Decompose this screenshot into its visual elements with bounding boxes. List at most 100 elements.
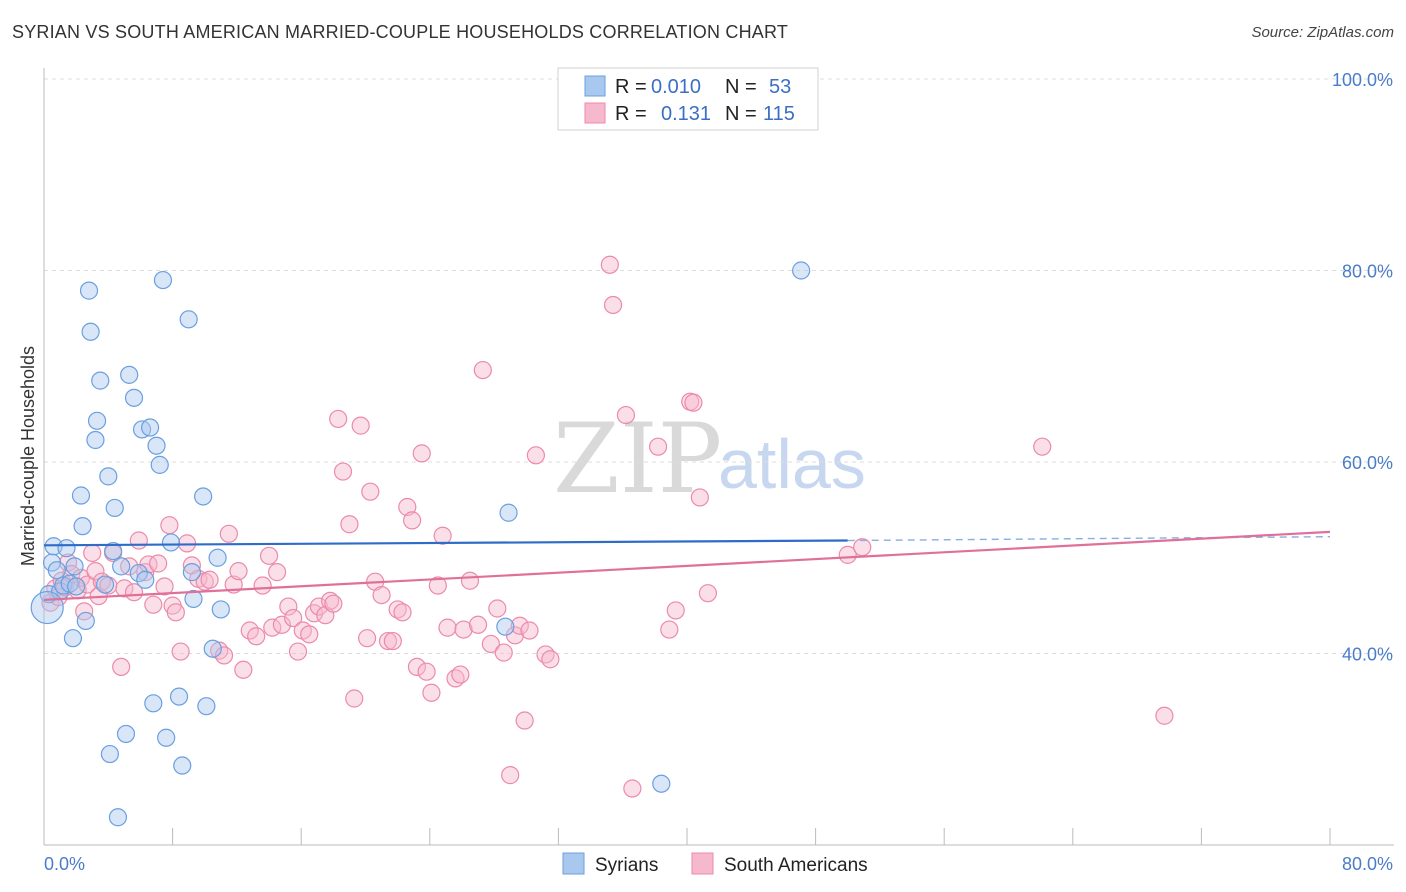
south-americans-point [438, 618, 457, 637]
syrians-point [95, 575, 115, 594]
south-americans-point [324, 594, 343, 613]
south-americans-point [372, 585, 391, 605]
syrians-point [496, 617, 515, 636]
south-americans-point [144, 595, 163, 614]
syrians-point [87, 411, 107, 430]
south-americans-point [451, 665, 470, 684]
x-ticks [43, 828, 1331, 845]
south-americans-point [684, 393, 703, 412]
watermark-zip: ZIP [553, 403, 722, 515]
legend-r-label-2: R = [615, 103, 647, 125]
syrians-point [792, 261, 811, 280]
south-americans-point [1033, 437, 1052, 456]
south-americans-point [407, 657, 427, 677]
south-americans-point [86, 562, 105, 581]
south-americans-point [219, 524, 238, 543]
south-americans-point [468, 615, 488, 634]
syrians-point [63, 629, 83, 648]
legend-swatch-syrians [584, 75, 606, 97]
south-americans-point [345, 689, 364, 708]
south-americans-point [333, 462, 353, 481]
syrians-point [499, 503, 518, 522]
syrians-trend-line [43, 539, 848, 547]
stats-legend: R = 0.010 N = 53 R = 0.131 N = 115 [557, 67, 819, 131]
syrians-point [652, 774, 671, 793]
south-americans-point [460, 571, 480, 590]
south-americans-point [124, 583, 144, 602]
south-americans-point [600, 255, 619, 274]
y-tick-labels: 100.0% 80.0% 60.0% 40.0% [1332, 70, 1393, 665]
syrians-point [71, 486, 91, 505]
south-americans-point [393, 603, 412, 622]
syrians-point [129, 563, 148, 583]
legend-n-label-2: N = [725, 103, 757, 125]
south-americans-point [690, 488, 709, 507]
syrians-trend-extension [847, 535, 1331, 542]
south-americans-point [648, 437, 668, 456]
south-americans-point [358, 629, 377, 648]
syrians-point [100, 744, 120, 764]
south-americans-point [494, 643, 513, 662]
south-americans-point [267, 563, 287, 582]
syrians-point [65, 557, 84, 576]
south-americans-point [83, 543, 102, 563]
south-americans-point [112, 657, 131, 677]
y-tick-label-40: 40.0% [1342, 645, 1393, 665]
legend-r-value-2: 0.131 [661, 103, 711, 125]
south-americans-point [279, 597, 298, 616]
syrians-point [197, 697, 216, 716]
y-axis-title: Married-couple Households [18, 346, 38, 566]
syrians-point [179, 310, 198, 329]
syrians-point [30, 590, 64, 625]
syrians-point [150, 455, 169, 474]
south-americans-point [660, 620, 679, 639]
south-americans-point [78, 575, 97, 594]
syrians-point [99, 467, 118, 486]
syrians-points [30, 261, 811, 827]
legend-r-value-1: 0.010 [651, 76, 701, 98]
south-americans-points [41, 255, 1174, 798]
south-americans-point [129, 531, 148, 550]
x-tick-label-min: 0.0% [44, 854, 85, 874]
south-americans-point [398, 497, 417, 517]
south-americans-point [666, 601, 685, 620]
legend-n-value-1: 53 [769, 76, 791, 98]
syrians-point [208, 548, 227, 567]
south-americans-point [510, 616, 529, 635]
syrians-point [108, 808, 128, 827]
south-americans-point [229, 562, 248, 581]
y-tick-label-80: 80.0% [1342, 262, 1393, 282]
syrians-point [140, 418, 160, 437]
south-americans-point [433, 526, 452, 545]
syrians-point [79, 281, 99, 300]
legend-n-value-2: 115 [763, 103, 795, 125]
syrians-point [194, 487, 213, 506]
syrians-point [120, 365, 139, 384]
south-americans-point [838, 545, 857, 564]
syrians-point [161, 533, 181, 552]
series-legend: Syrians South Americans [562, 852, 868, 876]
south-americans-point [541, 650, 560, 669]
source-credit: Source: ZipAtlas.com [1251, 24, 1394, 41]
south-americans-point [155, 577, 174, 596]
south-americans-point [853, 538, 872, 557]
syrians-point [47, 561, 66, 580]
syrians-point [81, 322, 100, 341]
south-americans-point [166, 603, 185, 622]
syrians-point [73, 517, 92, 536]
south-americans-point [388, 600, 407, 619]
south-americans-point [526, 446, 545, 465]
y-tick-label-60: 60.0% [1342, 453, 1393, 473]
south-americans-point [520, 621, 539, 640]
south-americans-point [422, 683, 441, 702]
chart-title: SYRIAN VS SOUTH AMERICAN MARRIED-COUPLE … [12, 22, 789, 42]
syrians-point [173, 756, 192, 775]
legend-r-label-1: R = [615, 76, 647, 98]
syrians-point [203, 639, 222, 658]
syrians-point [144, 694, 163, 713]
south-americans-point [300, 625, 319, 644]
south-americans-point [603, 295, 623, 315]
syrians-point [124, 388, 144, 407]
south-americans-trend-line [43, 530, 1331, 601]
syrians-point [91, 371, 110, 390]
